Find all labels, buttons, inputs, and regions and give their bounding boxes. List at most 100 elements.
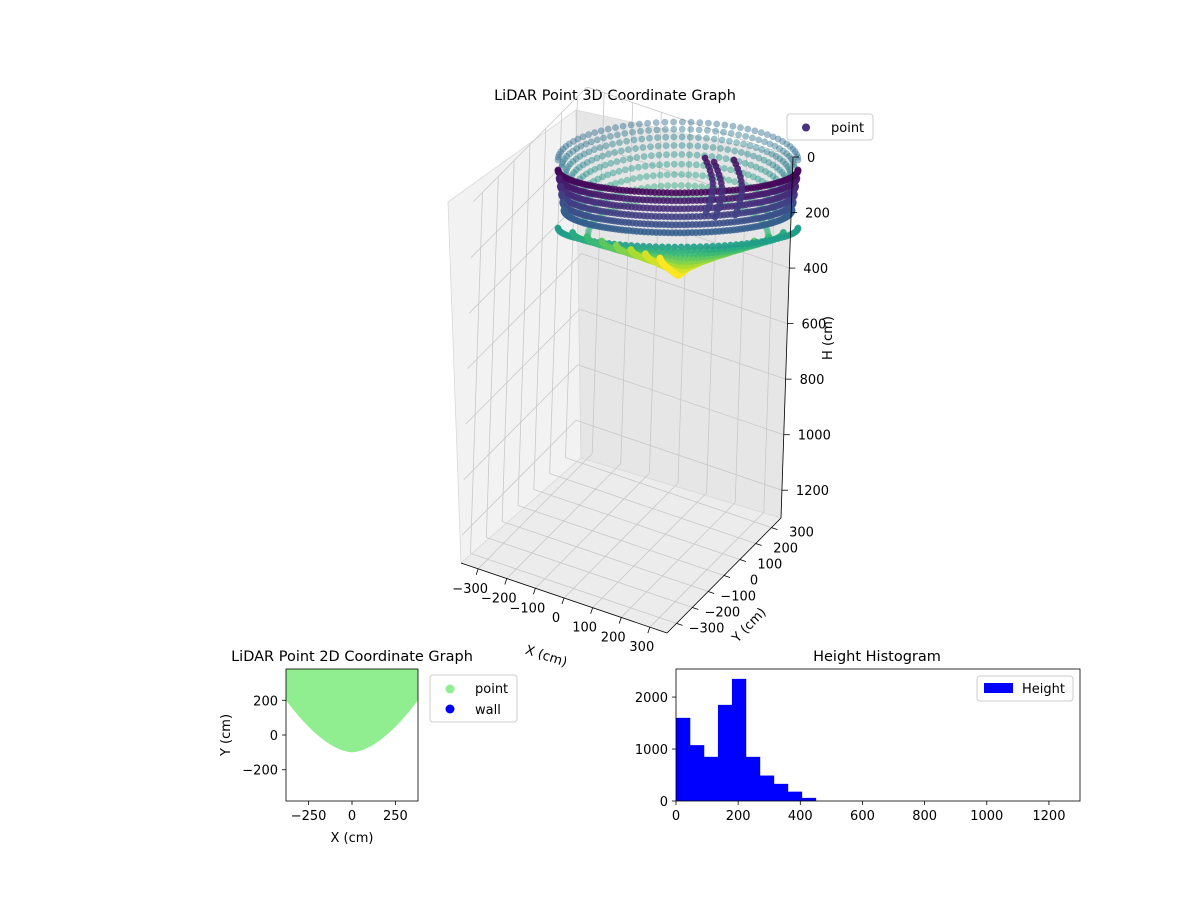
cloud-point <box>597 127 605 135</box>
cloud-point <box>771 142 779 150</box>
cloud-point <box>722 155 730 163</box>
legend-2d-point-label: point <box>475 682 508 697</box>
cloud-point <box>715 154 723 161</box>
legend-3d: point <box>786 113 874 141</box>
cloud-point <box>621 166 629 174</box>
cloud-point <box>604 171 612 179</box>
y-tick-3d <box>739 559 746 562</box>
cloud-point <box>782 160 790 168</box>
cloud-point <box>791 148 799 156</box>
cloud-point <box>784 163 792 171</box>
cloud-point <box>757 165 765 173</box>
cloud-point <box>703 134 710 142</box>
cloud-point <box>582 170 590 178</box>
cloud-point <box>640 153 648 160</box>
cloud-point <box>742 132 750 140</box>
grid-3d <box>461 86 794 628</box>
histogram-bar <box>773 783 789 801</box>
cloud-point <box>766 170 774 178</box>
legend-histogram-swatch <box>984 683 1013 693</box>
cloud-point <box>574 135 582 143</box>
cloud-point <box>613 158 621 166</box>
cloud-point <box>652 119 660 127</box>
cloud-point <box>678 142 686 149</box>
y-tick-label-2d: −200 <box>242 764 278 779</box>
cloud-point <box>737 149 745 156</box>
cloud-point <box>591 129 599 137</box>
cloud-point <box>564 163 572 171</box>
cloud-point <box>599 152 606 160</box>
cloud-point <box>712 127 719 135</box>
histogram-bar <box>745 756 761 801</box>
cloud-point <box>557 148 565 156</box>
cloud-point <box>558 190 566 198</box>
grid-line <box>502 521 709 592</box>
cloud-point <box>754 175 762 183</box>
cloud-point <box>737 124 744 132</box>
cloud-point <box>692 171 700 179</box>
cloud-point <box>559 198 567 206</box>
legend-histogram: Height <box>976 675 1074 702</box>
cloud-point <box>717 145 724 152</box>
plot-3d: LiDAR Point 3D Coordinate Graph −300−200… <box>447 86 874 671</box>
cloud-point <box>583 159 591 166</box>
cloud-point <box>591 165 599 173</box>
x-axis-label-2d: X (cm) <box>331 831 374 846</box>
x-tick-label-3d: 300 <box>629 640 654 655</box>
cloud-point <box>619 156 627 164</box>
x-axis-label-3d: X (cm) <box>523 643 569 671</box>
y-tick-label-3d: 200 <box>773 542 798 557</box>
cloud-point <box>709 144 717 151</box>
legend-2d: point wall <box>429 674 518 723</box>
x-tick-label-3d: 200 <box>601 630 626 645</box>
y-tick-label-3d: 300 <box>789 526 814 541</box>
cloud-point <box>576 163 583 171</box>
z-tick-label-3d: 800 <box>800 373 825 388</box>
cloud-point <box>612 241 620 249</box>
legend-3d-marker <box>802 123 810 132</box>
chart-3d-title: LiDAR Point 3D Coordinate Graph <box>494 88 736 104</box>
cloud-point <box>740 140 747 148</box>
x-tick-label-histogram: 800 <box>912 809 937 824</box>
cloud-point <box>727 129 735 137</box>
cloud-point <box>643 173 650 180</box>
cloud-point <box>617 147 625 155</box>
cloud-point <box>720 164 728 172</box>
cloud-point <box>639 144 647 151</box>
z-axis-label-3d: H (cm) <box>821 316 836 360</box>
cloud-point <box>583 233 591 241</box>
cloud-point <box>569 228 577 236</box>
grid-line <box>463 364 579 480</box>
x-tick-3d <box>618 617 622 624</box>
cloud-point <box>559 145 567 153</box>
cloud-point <box>596 144 604 152</box>
y-tick-3d <box>692 607 699 610</box>
cloud-point <box>727 241 734 249</box>
x-tick-label-histogram: 0 <box>672 809 680 824</box>
y-tick-label-2d: 0 <box>270 729 278 744</box>
legend-2d-wall-marker <box>445 704 455 714</box>
cloud-point <box>607 159 615 167</box>
histogram-bar <box>703 756 719 801</box>
cloud-point <box>790 160 798 168</box>
cloud-point <box>579 161 587 169</box>
histogram-bar <box>689 745 705 801</box>
cloud-point <box>695 126 703 134</box>
cloud-point <box>747 161 755 169</box>
cloud-point <box>678 133 686 141</box>
x-tick-label-2d: 0 <box>348 809 356 824</box>
cloud-point <box>763 131 771 139</box>
cloud-point <box>786 142 794 150</box>
cloud-point <box>686 142 694 150</box>
grid-line <box>577 364 784 436</box>
cloud-point <box>718 136 726 144</box>
x-tick-label-histogram: 400 <box>788 809 813 824</box>
cloud-point <box>569 157 577 165</box>
cloud-point <box>654 134 662 142</box>
cloud-point <box>793 151 801 158</box>
cloud-point <box>724 146 732 154</box>
cloud-point <box>670 171 678 178</box>
cloud-point <box>778 169 786 176</box>
cloud-point <box>656 254 664 262</box>
cloud-point <box>585 131 593 139</box>
